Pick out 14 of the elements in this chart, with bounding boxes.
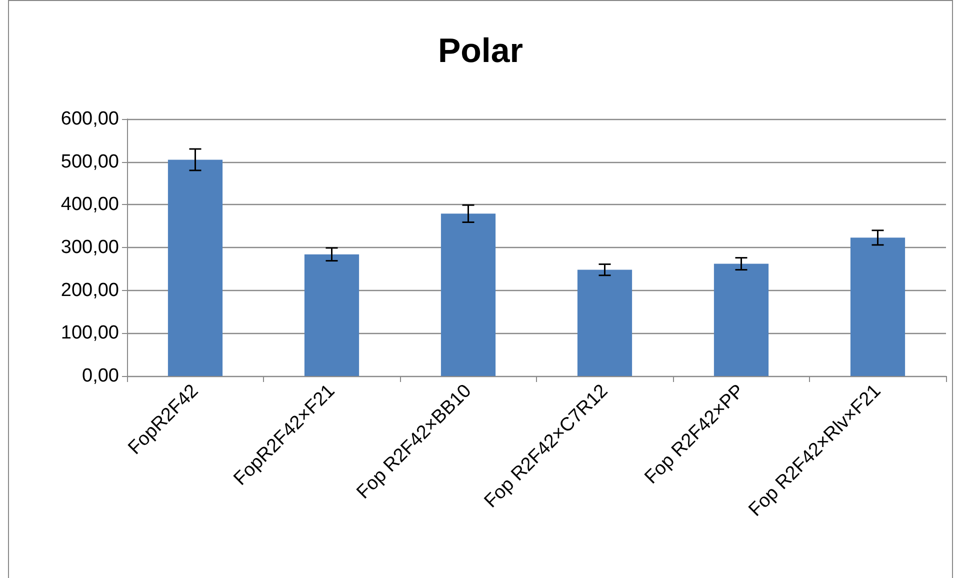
bar [304, 254, 360, 376]
bar [440, 214, 496, 376]
bar [850, 238, 906, 376]
bar [168, 160, 223, 376]
y-tick-label: 400,00 [60, 194, 119, 216]
bar [714, 264, 769, 376]
y-tick-label: 300,00 [60, 237, 119, 258]
y-tick-label: 100,00 [60, 322, 119, 344]
y-tick-label: 0,00 [82, 366, 119, 386]
y-tick-label: 600,00 [60, 108, 119, 130]
chart-title: Polar [438, 32, 524, 70]
bar [577, 270, 632, 376]
y-tick-label: 200,00 [60, 280, 119, 301]
y-tick-label: 500,00 [60, 151, 119, 172]
